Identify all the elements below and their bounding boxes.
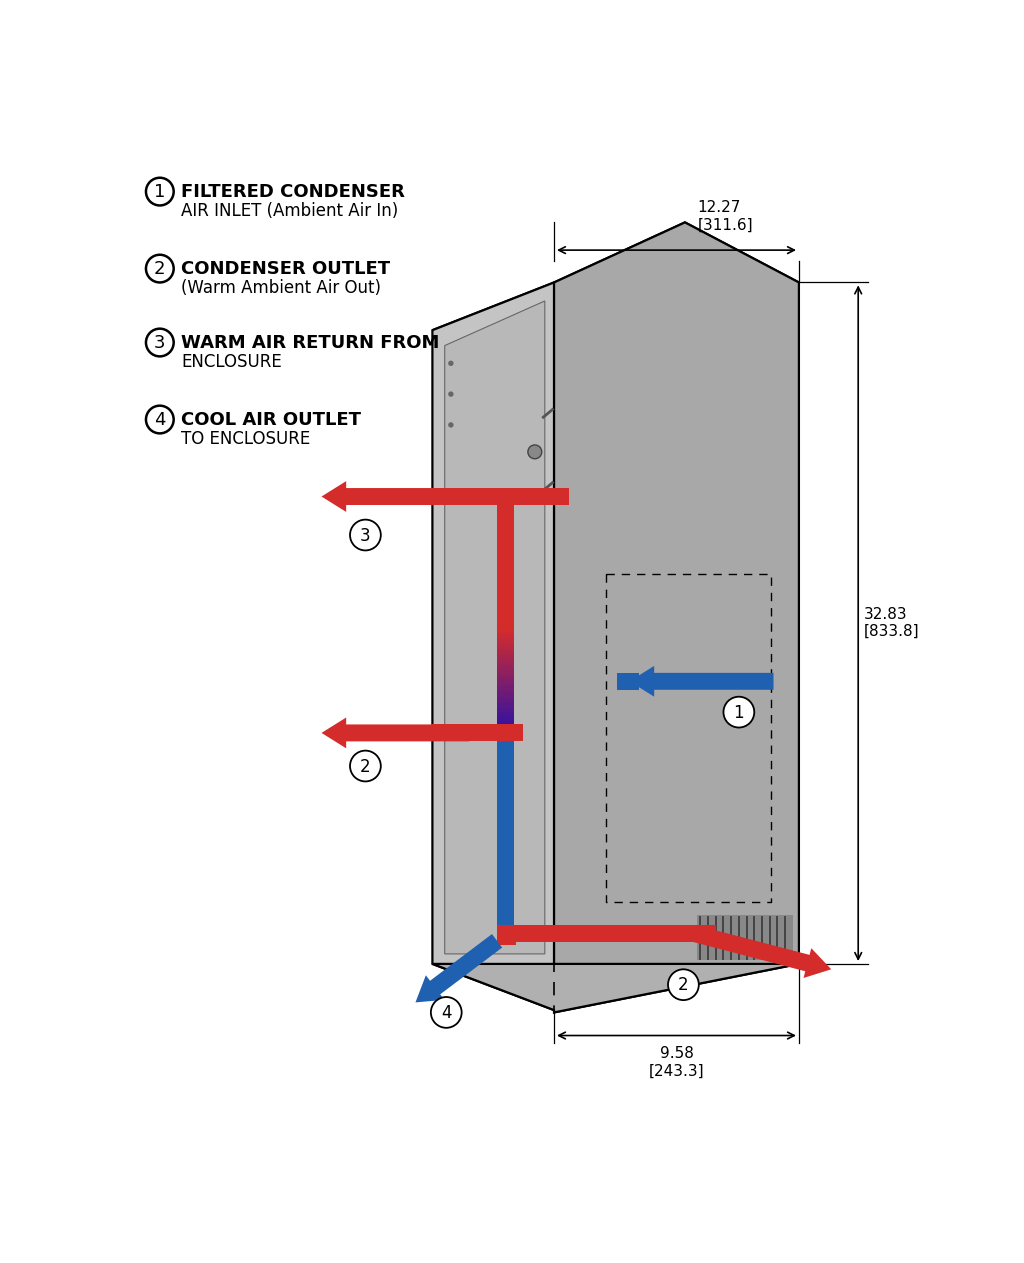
Polygon shape [497, 496, 514, 629]
Polygon shape [497, 642, 514, 644]
Polygon shape [497, 697, 514, 698]
Polygon shape [690, 925, 831, 978]
Polygon shape [497, 671, 514, 673]
Polygon shape [497, 706, 514, 707]
Polygon shape [497, 666, 514, 668]
Polygon shape [497, 707, 514, 710]
Text: COOL AIR OUTLET: COOL AIR OUTLET [181, 410, 361, 429]
Polygon shape [497, 632, 514, 633]
Text: CONDENSER OUTLET: CONDENSER OUTLET [181, 260, 390, 278]
Polygon shape [497, 686, 514, 688]
Text: WARM AIR RETURN FROM: WARM AIR RETURN FROM [181, 333, 439, 352]
Circle shape [431, 997, 462, 1028]
Polygon shape [497, 698, 514, 701]
Polygon shape [497, 683, 514, 686]
Polygon shape [322, 481, 454, 512]
Polygon shape [497, 668, 514, 671]
Polygon shape [497, 695, 514, 697]
Polygon shape [617, 673, 639, 690]
Polygon shape [497, 712, 514, 715]
Polygon shape [497, 677, 514, 679]
Polygon shape [497, 635, 514, 638]
Polygon shape [696, 916, 793, 960]
Text: 4: 4 [154, 412, 166, 429]
Polygon shape [497, 682, 514, 683]
Polygon shape [497, 659, 514, 662]
Polygon shape [497, 662, 514, 664]
Polygon shape [497, 727, 514, 730]
Text: 32.83
[833.8]: 32.83 [833.8] [863, 606, 920, 639]
Polygon shape [432, 222, 799, 330]
Polygon shape [497, 640, 514, 642]
Polygon shape [500, 488, 569, 505]
Text: 1: 1 [155, 183, 166, 201]
Text: ENCLOSURE: ENCLOSURE [181, 352, 283, 370]
Polygon shape [416, 935, 502, 1003]
Text: FILTERED CONDENSER: FILTERED CONDENSER [181, 183, 406, 201]
Polygon shape [497, 633, 514, 635]
Polygon shape [497, 716, 514, 719]
Polygon shape [497, 655, 514, 657]
Polygon shape [431, 488, 562, 505]
Text: 2: 2 [360, 758, 371, 775]
Polygon shape [497, 650, 514, 653]
Polygon shape [497, 647, 514, 649]
Polygon shape [630, 666, 773, 697]
Polygon shape [497, 649, 514, 650]
Circle shape [668, 969, 698, 1000]
Polygon shape [432, 964, 799, 1013]
Text: TO ENCLOSURE: TO ENCLOSURE [181, 429, 310, 447]
Polygon shape [497, 710, 514, 712]
Polygon shape [505, 925, 716, 942]
Text: 3: 3 [360, 527, 371, 544]
Polygon shape [497, 653, 514, 655]
Text: AIR INLET (Ambient Air In): AIR INLET (Ambient Air In) [181, 202, 398, 220]
Polygon shape [497, 674, 514, 677]
Text: 2: 2 [154, 260, 166, 278]
Circle shape [350, 519, 381, 551]
Polygon shape [497, 722, 514, 725]
Polygon shape [497, 679, 514, 682]
Text: (Warm Ambient Air Out): (Warm Ambient Air Out) [181, 279, 381, 297]
Polygon shape [497, 721, 514, 722]
Circle shape [528, 445, 542, 458]
Polygon shape [322, 717, 469, 748]
Polygon shape [497, 664, 514, 666]
Polygon shape [497, 688, 514, 690]
Polygon shape [497, 690, 514, 692]
Polygon shape [497, 644, 514, 647]
Circle shape [724, 697, 755, 727]
Circle shape [350, 750, 381, 782]
Polygon shape [554, 222, 799, 1013]
Polygon shape [497, 731, 514, 734]
Text: 12.27
[311.6]: 12.27 [311.6] [697, 200, 753, 232]
Polygon shape [497, 719, 514, 721]
Polygon shape [444, 301, 545, 954]
Polygon shape [497, 925, 515, 945]
Polygon shape [497, 739, 514, 941]
Polygon shape [497, 692, 514, 695]
Polygon shape [497, 703, 514, 706]
Polygon shape [431, 725, 523, 741]
Text: 3: 3 [154, 335, 166, 352]
Polygon shape [497, 725, 514, 727]
Text: 4: 4 [441, 1004, 452, 1022]
Polygon shape [497, 638, 514, 640]
Polygon shape [497, 701, 514, 703]
Text: 9.58
[243.3]: 9.58 [243.3] [648, 1046, 705, 1079]
Text: 1: 1 [733, 703, 744, 722]
Polygon shape [497, 657, 514, 659]
Polygon shape [497, 734, 514, 736]
Polygon shape [497, 673, 514, 674]
Circle shape [449, 392, 454, 397]
Polygon shape [497, 730, 514, 731]
Polygon shape [497, 629, 514, 632]
Circle shape [449, 361, 454, 366]
Polygon shape [497, 736, 514, 739]
Circle shape [449, 422, 454, 428]
Polygon shape [497, 715, 514, 716]
Text: 2: 2 [678, 976, 689, 994]
Polygon shape [432, 283, 554, 1010]
